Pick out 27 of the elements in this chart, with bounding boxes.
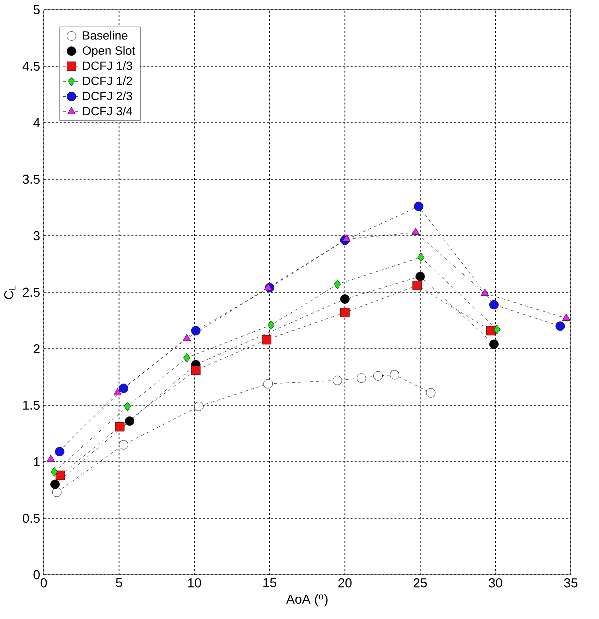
y-tick-label: 2.5 xyxy=(23,288,40,298)
x-tick-label: 10 xyxy=(188,578,202,588)
legend-label: Baseline xyxy=(83,31,128,40)
y-tick-label: 3.5 xyxy=(22,174,40,184)
x-axis-title: AoA ($^{o}$) xyxy=(286,594,328,607)
y-tick-label: 1.5 xyxy=(23,400,40,410)
x-tick-label: 20 xyxy=(338,578,352,588)
y-axis-title: C$_{L}$ xyxy=(4,286,16,300)
x-tick-label: 30 xyxy=(489,578,502,588)
y-tick-label: 0.5 xyxy=(22,514,40,524)
legend-label: Open Slot xyxy=(82,46,136,58)
y-tick-label: 0 xyxy=(34,570,40,580)
x-tick-label: 5 xyxy=(116,578,122,588)
y-tick-label: 4.5 xyxy=(22,62,40,72)
x-tick-label: 35 xyxy=(564,578,578,588)
x-tick-label: 25 xyxy=(414,578,428,588)
legend-label: DCFJ 1/3 xyxy=(83,61,132,70)
y-tick-label: 2 xyxy=(34,344,40,354)
x-tick-label: 15 xyxy=(264,578,277,588)
legend-label: DCFJ 1/2 xyxy=(83,76,132,86)
legend-label: DCFJ 2/3 xyxy=(83,92,132,100)
x-tick-label: 0 xyxy=(40,578,48,588)
y-tick-label: 1 xyxy=(34,458,40,466)
y-tick-label: 5 xyxy=(34,5,40,15)
y-tick-label: 4 xyxy=(34,118,40,128)
y-tick-label: 3 xyxy=(34,231,40,241)
legend-label: DCFJ 3/4 xyxy=(83,106,133,116)
